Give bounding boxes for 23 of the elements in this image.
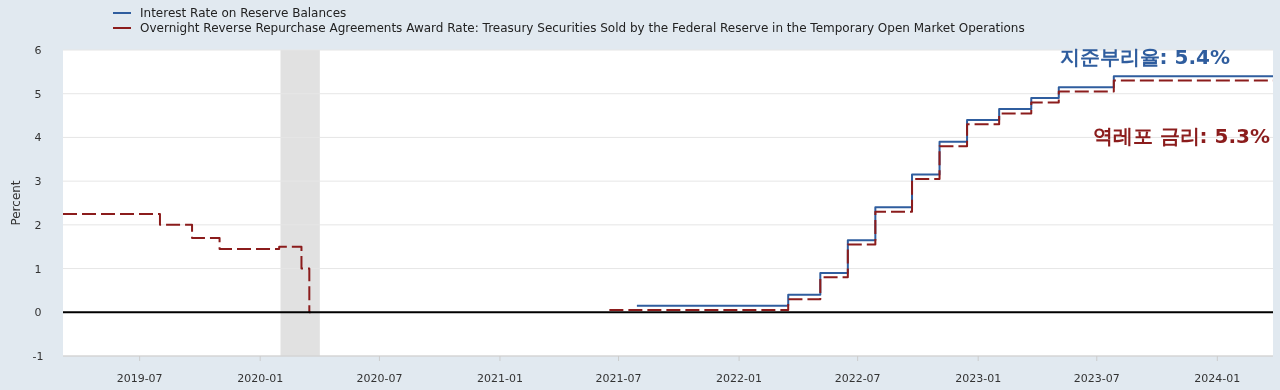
x-tick-label: 2022-01 [716, 372, 763, 385]
legend-label: Interest Rate on Reserve Balances [140, 6, 347, 20]
y-tick-label: 5 [34, 87, 42, 101]
x-tick-label: 2024-01 [1194, 372, 1241, 385]
x-tick-label: 2021-07 [595, 372, 642, 385]
y-tick-label: 0 [34, 306, 42, 320]
legend-label: Overnight Reverse Repurchase Agreements Award Rate: Treasury Securities Sold by the Federal Reserve in the Temporary Open Market Operations [140, 21, 1025, 35]
x-tick-label: 2020-07 [356, 372, 403, 385]
annotation: 지준부리율: 5.4% [1059, 45, 1230, 69]
x-tick-label: 2022-07 [834, 372, 881, 385]
y-axis-title: Percent [9, 180, 23, 226]
x-tick-label: 2020-01 [237, 372, 284, 385]
y-tick-label: 2 [34, 218, 42, 232]
y-tick-label: 6 [34, 44, 42, 57]
x-tick-label: 2023-07 [1073, 372, 1120, 385]
x-tick-label: 2021-01 [476, 372, 523, 385]
x-tick-label: 2023-01 [955, 372, 1002, 385]
y-tick-label: 4 [34, 131, 42, 145]
annotation: 역레포 금리: 5.3% [1092, 124, 1270, 148]
y-tick-label: 1 [34, 262, 42, 276]
y-tick-label: -1 [32, 350, 44, 363]
x-tick-label: 2019-07 [116, 372, 163, 385]
y-tick-label: 3 [34, 175, 42, 189]
